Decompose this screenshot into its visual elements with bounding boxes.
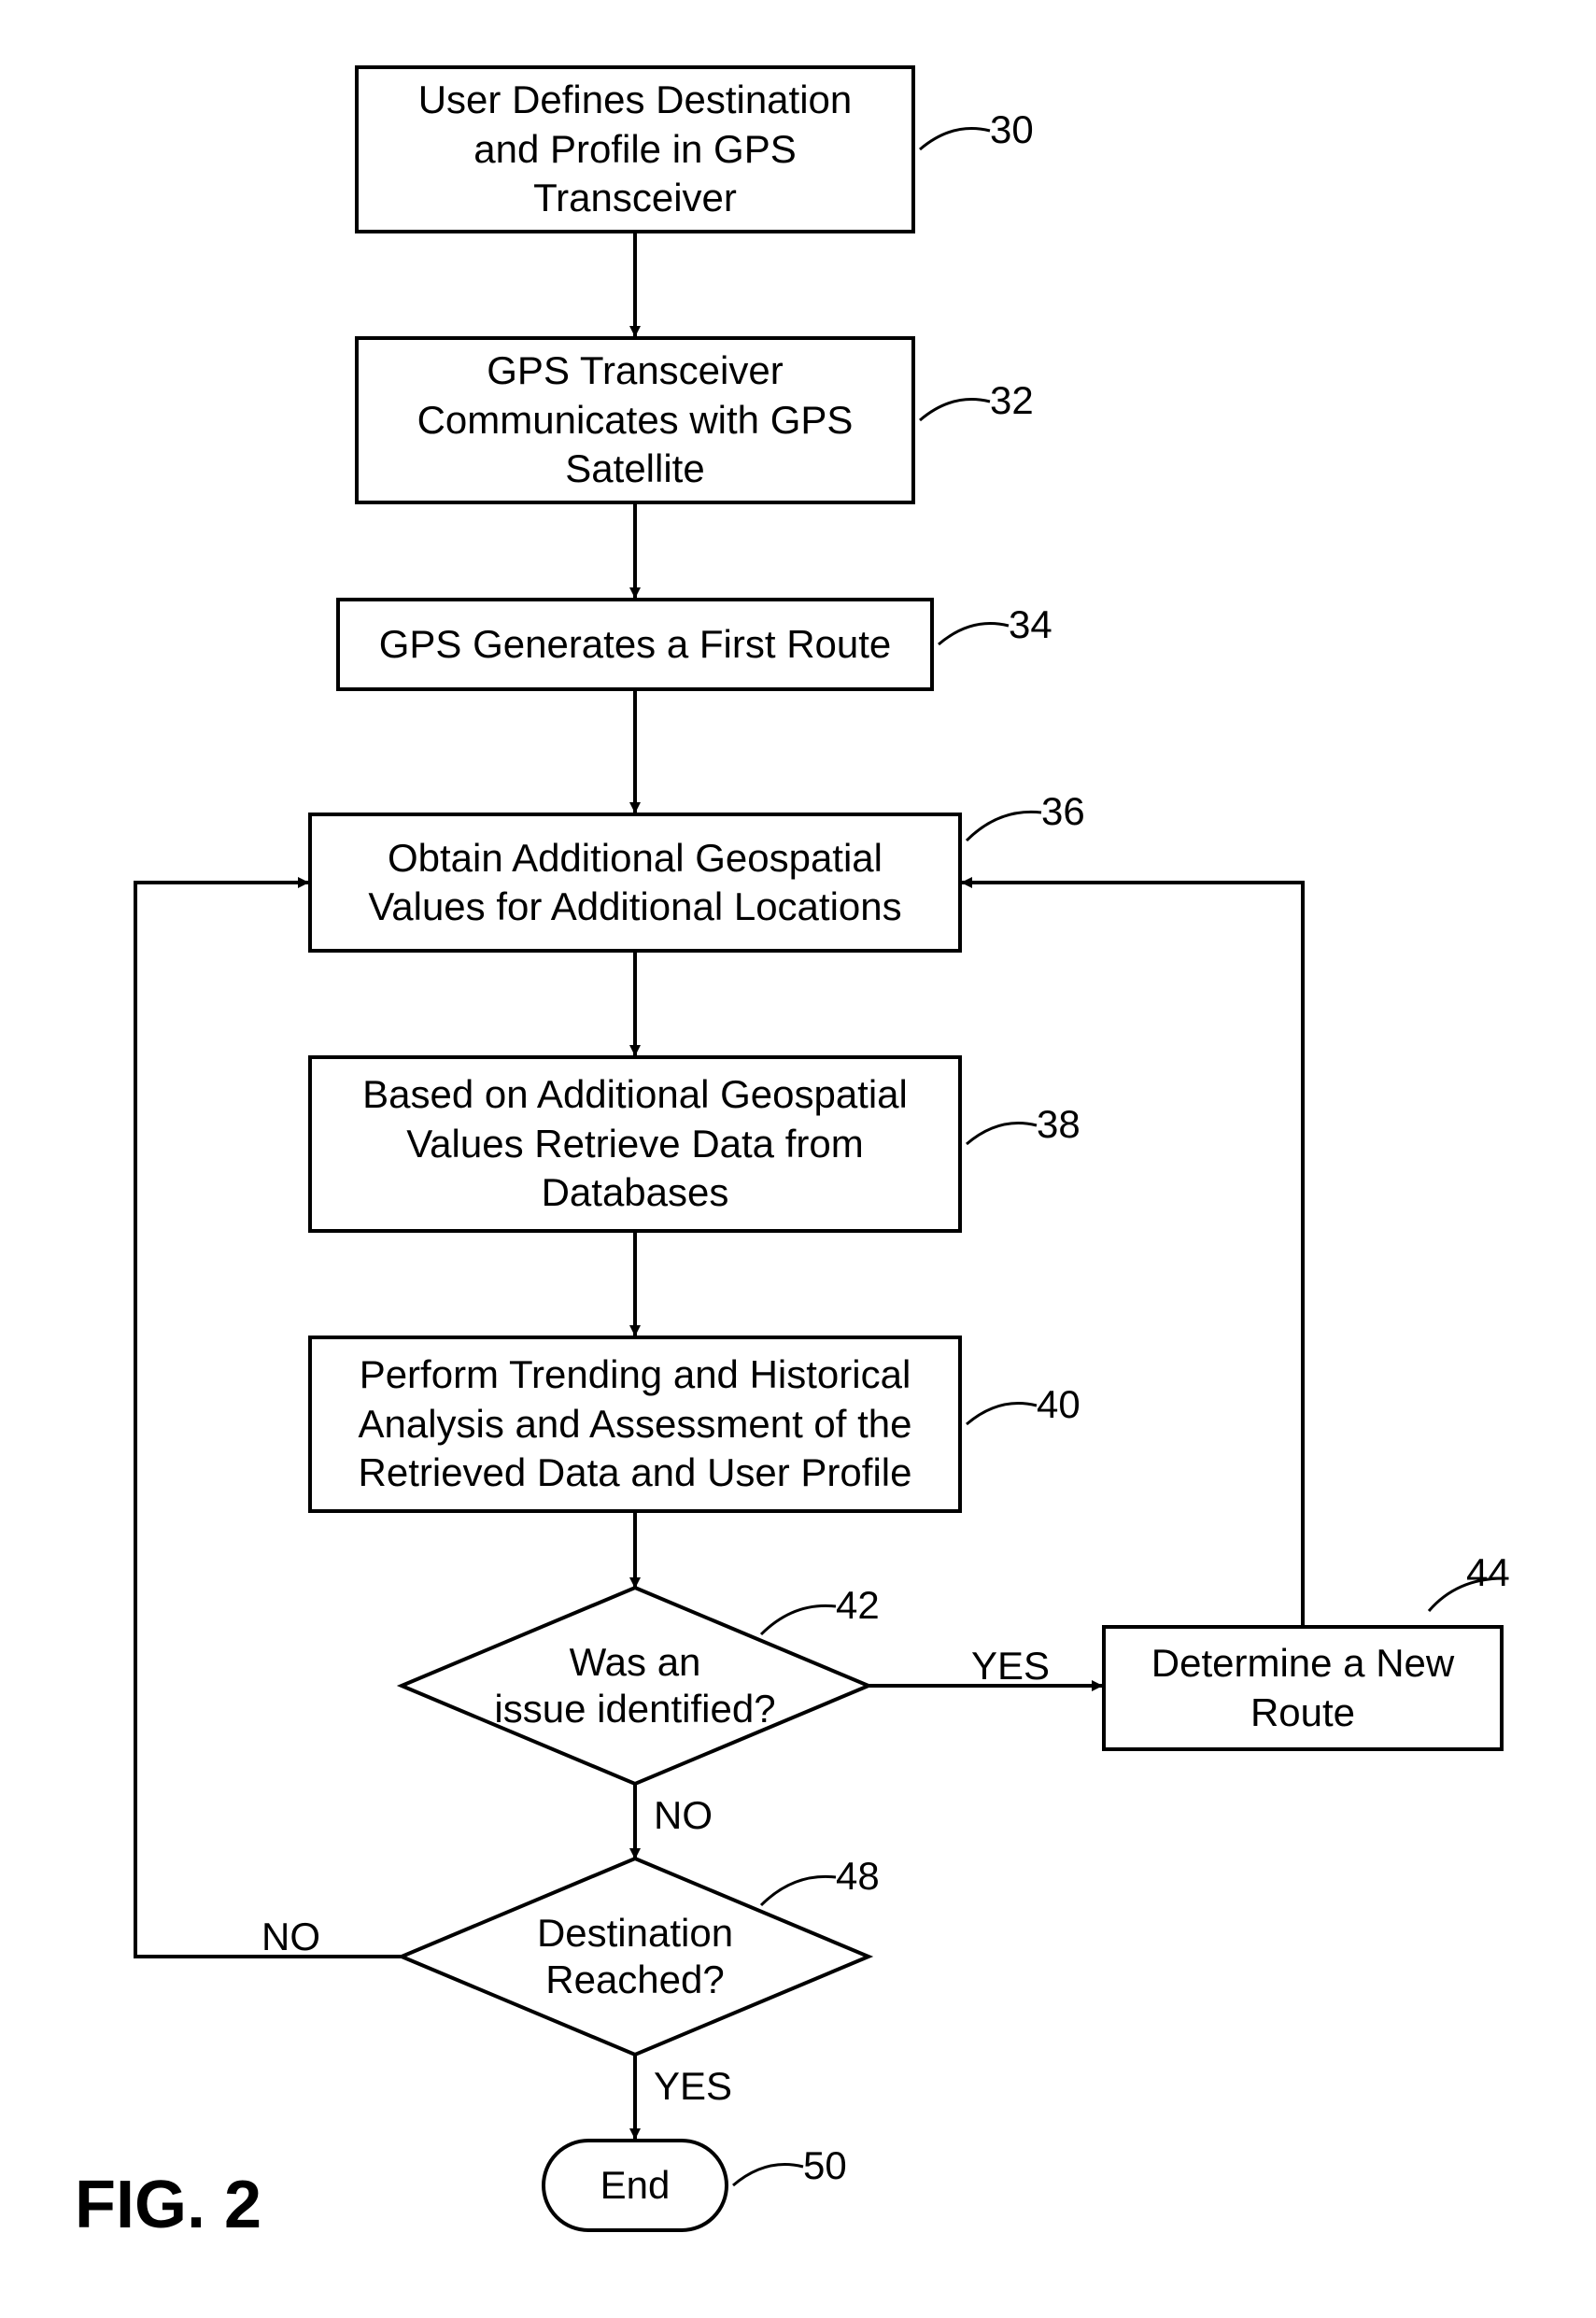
ref-44: 44 xyxy=(1466,1550,1510,1595)
terminator-end: End xyxy=(542,2139,728,2232)
ref-38: 38 xyxy=(1037,1102,1080,1147)
decision-text: Was anissue identified? xyxy=(494,1639,775,1733)
edge-label-yes-42: YES xyxy=(971,1644,1050,1689)
node-transceiver-communicates: GPS TransceiverCommunicates with GPSSate… xyxy=(355,336,915,504)
node-define-destination: User Defines Destinationand Profile in G… xyxy=(355,65,915,233)
decision-issue-identified: Was anissue identified? xyxy=(402,1588,869,1784)
ref-34: 34 xyxy=(1009,602,1052,647)
node-retrieve-data: Based on Additional GeospatialValues Ret… xyxy=(308,1055,962,1233)
flowchart-canvas: User Defines Destinationand Profile in G… xyxy=(0,0,1596,2318)
edge-label-yes-48: YES xyxy=(654,2064,732,2109)
ref-40: 40 xyxy=(1037,1382,1080,1427)
node-text: Determine a NewRoute xyxy=(1151,1639,1454,1737)
edge-label-no-48: NO xyxy=(261,1915,320,1959)
node-text: User Defines Destinationand Profile in G… xyxy=(418,76,853,223)
node-text: Based on Additional GeospatialValues Ret… xyxy=(362,1070,908,1218)
ref-50: 50 xyxy=(803,2143,847,2188)
ref-32: 32 xyxy=(990,378,1034,423)
node-text: Perform Trending and HistoricalAnalysis … xyxy=(359,1350,912,1498)
node-trending-analysis: Perform Trending and HistoricalAnalysis … xyxy=(308,1336,962,1513)
figure-label: FIG. 2 xyxy=(75,2167,261,2243)
decision-destination-reached: DestinationReached? xyxy=(402,1859,869,2055)
ref-48: 48 xyxy=(836,1854,880,1899)
node-text: GPS TransceiverCommunicates with GPSSate… xyxy=(417,346,854,494)
terminator-text: End xyxy=(600,2163,671,2208)
node-text: GPS Generates a First Route xyxy=(379,620,892,670)
ref-42: 42 xyxy=(836,1583,880,1628)
edge-label-no-42: NO xyxy=(654,1793,713,1838)
ref-30: 30 xyxy=(990,107,1034,152)
node-obtain-geospatial: Obtain Additional GeospatialValues for A… xyxy=(308,813,962,953)
node-determine-new-route: Determine a NewRoute xyxy=(1102,1625,1504,1751)
node-generate-first-route: GPS Generates a First Route xyxy=(336,598,934,691)
node-text: Obtain Additional GeospatialValues for A… xyxy=(368,834,901,932)
decision-text: DestinationReached? xyxy=(537,1910,733,2004)
ref-36: 36 xyxy=(1041,789,1085,834)
